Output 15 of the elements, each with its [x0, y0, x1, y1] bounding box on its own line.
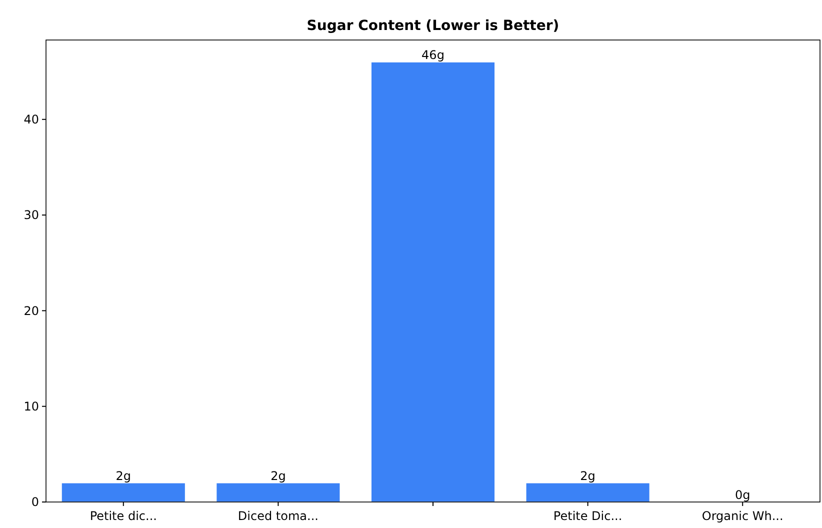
- x-tick-label: Petite dic...: [90, 509, 157, 523]
- data-label: 0g: [734, 488, 750, 502]
- y-tick-label: 40: [24, 112, 39, 127]
- x-tick-label: Organic Wh...: [702, 509, 784, 523]
- x-tick-label: Petite Dic...: [553, 509, 622, 523]
- data-label: 2g: [580, 468, 596, 483]
- y-tick-label: 0: [31, 495, 39, 510]
- y-tick-label: 30: [24, 208, 39, 222]
- data-label: 46g: [422, 48, 444, 62]
- y-tick-label: 20: [24, 304, 39, 318]
- data-label: 2g: [270, 468, 286, 483]
- y-tick-label: 10: [24, 400, 39, 414]
- data-label: 2g: [116, 468, 132, 483]
- x-tick-label: Diced toma...: [238, 509, 318, 523]
- chart-title: Sugar Content (Lower is Better): [306, 18, 560, 34]
